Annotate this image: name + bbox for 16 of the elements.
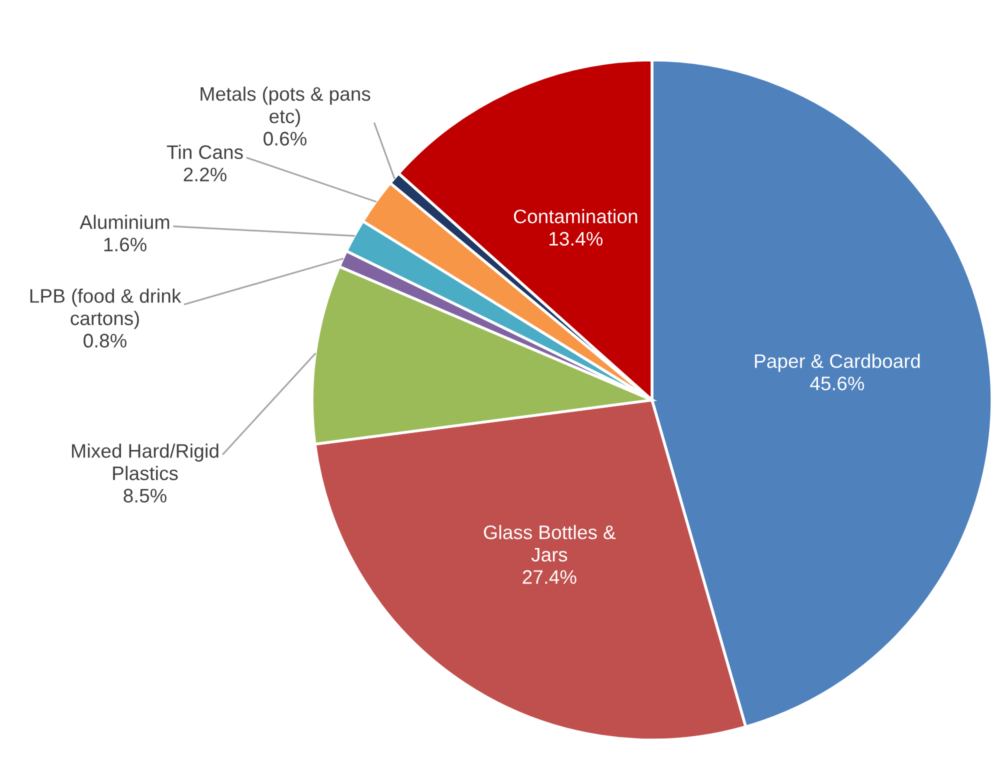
data-label: 27.4% <box>522 570 576 584</box>
slice-label: Glass Bottles & Jars <box>484 524 616 562</box>
data-label: 13.4% <box>550 232 603 246</box>
data-label: 8.5% <box>124 488 166 503</box>
slice-label: Contamination <box>514 209 638 224</box>
data-label: 2.2% <box>184 168 226 182</box>
slice-label: LPB (food & drink cartons) <box>30 288 182 330</box>
data-label: 45.6% <box>810 376 864 390</box>
slice-label: Paper & Cardboard <box>755 354 920 372</box>
slice-label: Aluminium <box>80 214 170 230</box>
data-label: 0.8% <box>84 334 126 348</box>
data-label: 0.6% <box>264 132 306 146</box>
slice-label: Mixed Hard/Rigid Plastics <box>72 444 218 480</box>
data-label: 1.6% <box>104 238 146 252</box>
slice-label: Metals (pots & pans etc) <box>200 86 370 128</box>
slice-label: Tin Cans <box>166 144 243 160</box>
